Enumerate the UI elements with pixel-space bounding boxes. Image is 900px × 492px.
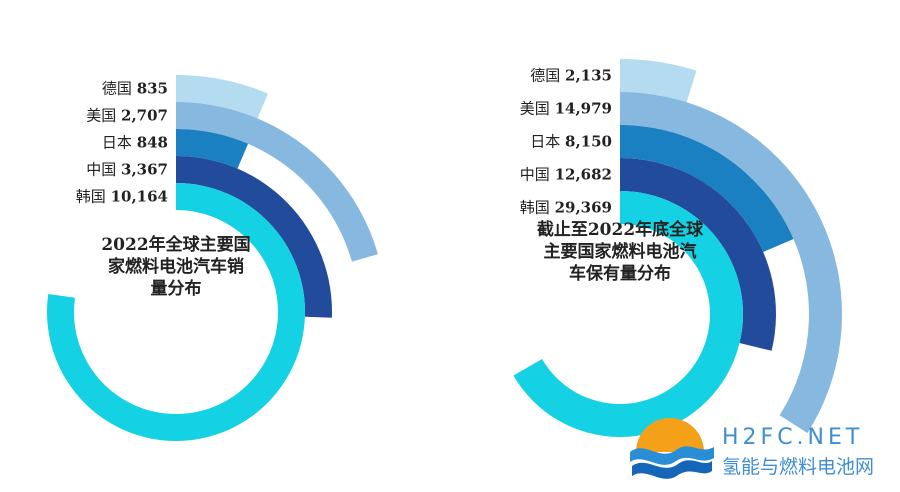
category-name: 美国: [520, 100, 555, 118]
watermark-brand: H2FC.NET: [722, 425, 863, 450]
value-label: 12,682: [555, 166, 612, 184]
category-label-3: 日本 8,150: [530, 133, 612, 151]
category-name: 中国: [86, 161, 121, 179]
category-name: 中国: [520, 166, 555, 184]
value-label: 8,150: [565, 133, 612, 151]
bar-arc-3: [620, 125, 794, 253]
category-label-4: 中国 3,367: [86, 161, 168, 179]
bar-arc-1: [620, 59, 697, 103]
center-title-line-3: 车保有量分布: [569, 263, 671, 284]
category-label-5: 韩国 10,164: [76, 188, 168, 206]
value-label: 14,979: [555, 100, 612, 118]
chart-left-sales: 德国 835 美国 2,707 日本 848 中国 3,367 韩国 10,164 202…: [47, 75, 378, 441]
category-name: 德国: [102, 80, 137, 98]
value-label: 835: [137, 80, 168, 98]
category-name: 日本: [530, 133, 565, 151]
center-title-line-1: 截止至2022年底全球: [537, 219, 704, 240]
center-title-line-1: 2022年全球主要国: [101, 234, 250, 255]
category-label-1: 德国 835: [102, 80, 168, 98]
bar-arc-2: [620, 92, 843, 433]
bar-arc-2: [176, 102, 378, 262]
watermark-logo: H2FC.NET 氢能与燃料电池网: [630, 418, 874, 479]
value-label: 3,367: [121, 161, 168, 179]
category-label-4: 中国 12,682: [520, 166, 612, 184]
category-name: 德国: [530, 67, 565, 85]
wave-sun-icon: [630, 418, 714, 479]
bar-arc-1: [176, 75, 268, 119]
value-label: 2,707: [121, 107, 168, 125]
category-name: 美国: [86, 107, 121, 125]
bar-arc-5: [47, 183, 306, 441]
value-label: 29,369: [555, 199, 612, 217]
value-label: 848: [137, 134, 168, 152]
category-label-2: 美国 2,707: [86, 107, 168, 125]
category-label-3: 日本 848: [102, 134, 168, 152]
category-name: 日本: [102, 134, 137, 152]
center-title-line-2: 主要国家燃料电池汽: [544, 241, 697, 262]
center-title-line-2: 家燃料电池汽车销: [108, 256, 244, 277]
category-label-2: 美国 14,979: [520, 100, 612, 118]
category-label-5: 韩国 29,369: [520, 199, 612, 217]
value-label: 10,164: [111, 188, 168, 206]
bar-arc-4: [176, 156, 332, 318]
category-name: 韩国: [76, 188, 111, 206]
center-title-line-3: 量分布: [151, 278, 202, 299]
watermark-subtitle: 氢能与燃料电池网: [722, 456, 874, 478]
category-name: 韩国: [520, 199, 555, 217]
bar-arc-3: [176, 129, 249, 169]
value-label: 2,135: [565, 67, 612, 85]
category-label-1: 德国 2,135: [530, 67, 612, 85]
bar-arc-4: [620, 158, 776, 351]
